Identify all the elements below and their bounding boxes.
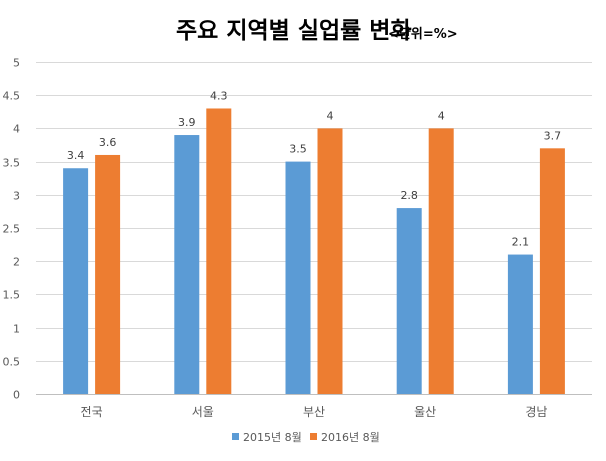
y-tick-label: 0 (13, 389, 20, 402)
data-label: 4.3 (210, 89, 228, 102)
x-tick-label: 서울 (192, 405, 214, 419)
x-axis: 전국 서울 부산 울산 경남 (81, 405, 548, 419)
bar-series-1 (285, 161, 311, 394)
plot-area (63, 108, 565, 395)
legend-label: 2016년 8월 (321, 431, 380, 444)
bar-series-1 (396, 208, 422, 394)
data-label: 3.7 (544, 129, 562, 142)
data-labels: 3.4 3.6 3.9 4.3 3.5 4 2.8 4 2.1 3.7 (67, 89, 561, 248)
data-label: 4 (438, 109, 445, 122)
y-tick-label: 1 (13, 323, 20, 336)
y-tick-label: 2 (13, 256, 20, 269)
bar-series-1 (63, 168, 89, 394)
y-tick-label: 4.5 (3, 90, 21, 103)
x-tick-label: 부산 (303, 405, 325, 419)
bar-series-2 (317, 128, 343, 394)
legend-label: 2015년 8월 (243, 431, 302, 444)
y-tick-label: 2.5 (3, 223, 21, 236)
data-label: 2.1 (512, 236, 530, 249)
x-tick-label: 울산 (414, 405, 436, 419)
y-axis: 0 0.5 1 1.5 2 2.5 3 3.5 4 4.5 5 (3, 57, 21, 402)
bar-series-2 (206, 108, 232, 394)
chart-unit-label: <단위=%> (388, 26, 458, 42)
y-tick-label: 1.5 (3, 289, 21, 302)
y-tick-label: 5 (13, 57, 20, 70)
bar-series-1 (174, 135, 200, 395)
data-label: 3.5 (289, 143, 307, 156)
bar-series-2 (95, 154, 121, 394)
y-tick-label: 4 (13, 123, 20, 136)
data-label: 3.9 (178, 116, 196, 129)
x-tick-label: 전국 (81, 405, 103, 419)
bar-series-1 (507, 254, 533, 394)
y-tick-label: 3 (13, 190, 20, 203)
data-label: 4 (327, 109, 334, 122)
bar-series-2 (539, 148, 565, 394)
y-tick-label: 0.5 (3, 356, 21, 369)
data-label: 2.8 (400, 189, 418, 202)
x-tick-label: 경남 (525, 405, 547, 419)
gridlines (36, 62, 592, 395)
legend-swatch (232, 433, 239, 440)
legend-swatch (310, 433, 317, 440)
bar-series-2 (428, 128, 454, 394)
data-label: 3.4 (67, 149, 85, 162)
chart-title: 주요 지역별 실업률 변화 (176, 18, 412, 44)
data-label: 3.6 (99, 136, 117, 149)
legend: 2015년 8월 2016년 8월 (232, 431, 380, 444)
y-tick-label: 3.5 (3, 157, 21, 170)
